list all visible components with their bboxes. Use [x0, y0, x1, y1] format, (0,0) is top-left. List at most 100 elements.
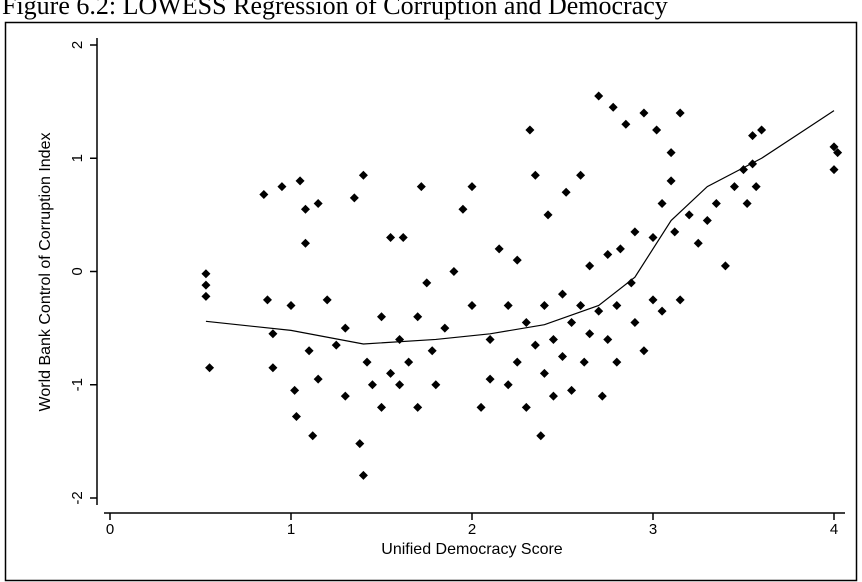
- point: [295, 176, 305, 186]
- point: [358, 470, 368, 480]
- point: [594, 306, 604, 316]
- point: [485, 334, 495, 344]
- point: [729, 182, 739, 192]
- point: [291, 411, 301, 421]
- point: [576, 170, 586, 180]
- point: [358, 170, 368, 180]
- point: [416, 182, 426, 192]
- y-tick-label: 1: [69, 154, 86, 162]
- point: [548, 334, 558, 344]
- point: [597, 391, 607, 401]
- point: [494, 244, 504, 254]
- point: [268, 363, 278, 373]
- point: [440, 323, 450, 333]
- point: [567, 385, 577, 395]
- point: [626, 278, 636, 288]
- point: [576, 300, 586, 310]
- point: [404, 357, 414, 367]
- point: [652, 125, 662, 135]
- point: [340, 391, 350, 401]
- point: [742, 199, 752, 209]
- point: [268, 329, 278, 339]
- point: [304, 346, 314, 356]
- point: [657, 199, 667, 209]
- point: [467, 182, 477, 192]
- point: [386, 368, 396, 378]
- point: [331, 340, 341, 350]
- point: [467, 300, 477, 310]
- point: [561, 187, 571, 197]
- point: [322, 295, 332, 305]
- y-tick-label: 2: [69, 41, 86, 49]
- point: [355, 439, 365, 449]
- point: [476, 402, 486, 412]
- point: [585, 261, 595, 271]
- point: [833, 148, 843, 158]
- point: [427, 346, 437, 356]
- point: [205, 363, 215, 373]
- point: [536, 431, 546, 441]
- point: [349, 193, 359, 203]
- point: [558, 351, 567, 361]
- point: [615, 244, 625, 254]
- point: [300, 204, 310, 214]
- point: [449, 267, 459, 276]
- point: [377, 402, 386, 412]
- point: [594, 91, 604, 101]
- point: [308, 431, 318, 441]
- point: [751, 182, 761, 192]
- point: [521, 317, 531, 327]
- point: [431, 380, 441, 390]
- point: [201, 280, 211, 290]
- point: [630, 227, 640, 237]
- point: [201, 269, 211, 279]
- frame: [4, 21, 858, 582]
- point: [277, 182, 287, 192]
- point: [675, 108, 685, 118]
- x-tick-label: 1: [287, 521, 295, 538]
- point: [666, 148, 676, 158]
- x-tick-label: 4: [830, 521, 838, 538]
- point: [558, 289, 567, 299]
- y-tick-label: -1: [69, 378, 86, 391]
- point: [648, 233, 658, 243]
- point: [525, 125, 535, 135]
- point: [422, 278, 432, 288]
- point: [530, 340, 540, 350]
- lowess-line: [205, 110, 835, 345]
- point: [201, 291, 211, 301]
- point: [720, 261, 730, 271]
- point: [539, 300, 549, 310]
- point: [530, 170, 540, 180]
- y-tick-label: 0: [69, 267, 86, 275]
- point: [639, 346, 649, 356]
- point: [702, 216, 712, 226]
- point: [711, 199, 721, 209]
- point: [693, 238, 703, 248]
- x-tick-label: 3: [649, 521, 657, 538]
- y-tick-label: -2: [69, 491, 86, 504]
- point: [340, 323, 350, 333]
- point: [367, 380, 377, 390]
- point: [539, 368, 549, 378]
- point: [362, 357, 372, 367]
- point: [757, 125, 767, 135]
- point: [286, 300, 296, 310]
- point: [684, 210, 694, 220]
- point: [548, 391, 558, 401]
- x-tick-label: 2: [468, 521, 476, 538]
- point: [657, 306, 667, 316]
- point: [648, 295, 658, 305]
- chart-title: Figure 6.2: LOWESS Regression of Corrupt…: [2, 0, 668, 20]
- point: [829, 142, 839, 152]
- point: [666, 176, 676, 186]
- point: [670, 227, 680, 237]
- point: [413, 312, 423, 322]
- point: [675, 295, 685, 305]
- point: [262, 295, 272, 305]
- point: [395, 334, 405, 344]
- point: [621, 119, 631, 129]
- point: [503, 380, 513, 390]
- point: [503, 300, 513, 310]
- point: [377, 312, 386, 322]
